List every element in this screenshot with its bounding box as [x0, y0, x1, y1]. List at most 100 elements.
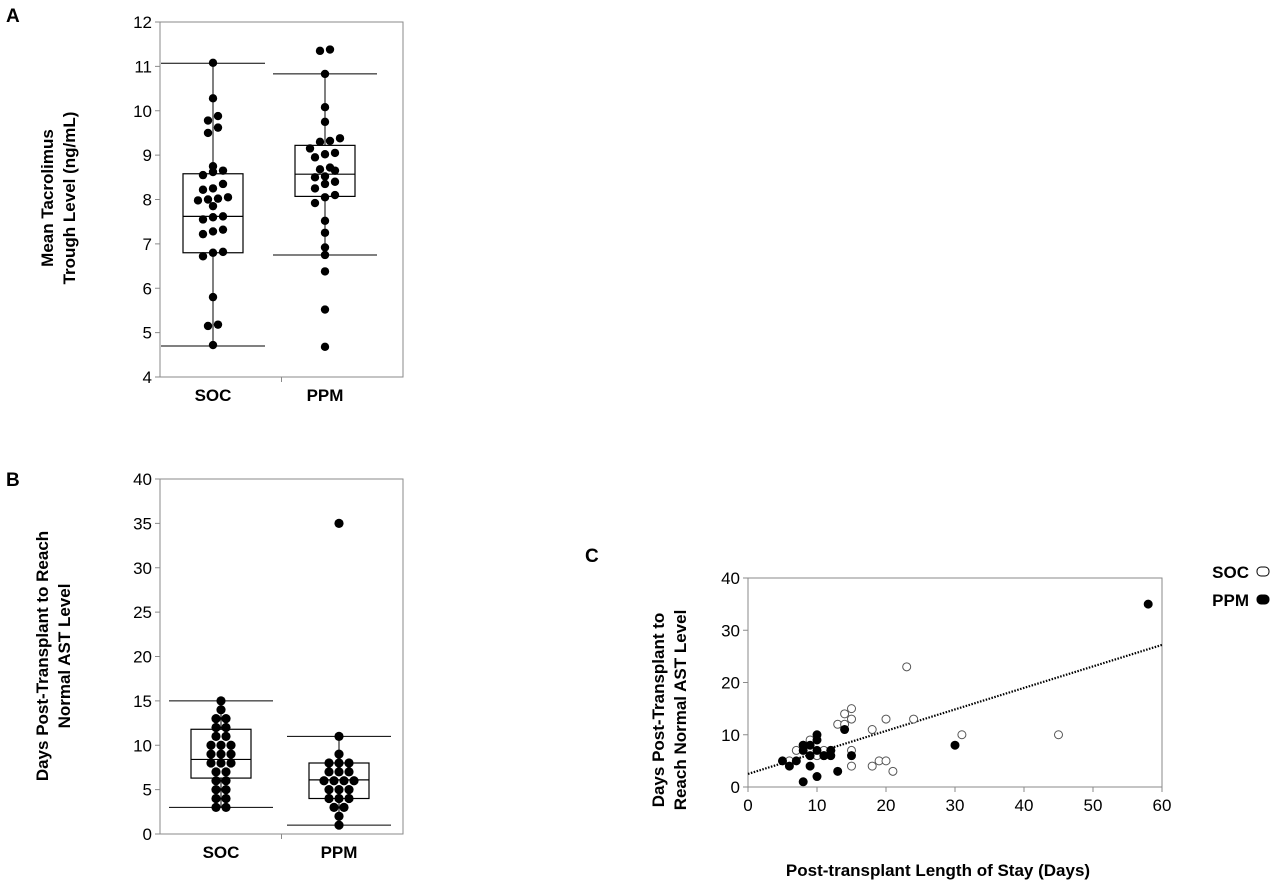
data-point	[310, 153, 320, 162]
soc-point	[847, 761, 856, 771]
panel-c-ylabel-line-2: Reach Normal AST Level	[671, 610, 690, 811]
data-point	[320, 267, 330, 276]
y-tick-label: 5	[143, 324, 152, 343]
data-point	[329, 802, 339, 812]
data-point	[208, 248, 218, 257]
data-point	[208, 227, 218, 236]
data-point	[320, 228, 330, 237]
data-point	[218, 212, 228, 221]
data-point	[320, 103, 330, 112]
data-point	[334, 811, 344, 821]
data-point	[330, 177, 340, 186]
data-point	[218, 166, 228, 175]
panel-b: B Days Post-Transplant to Reach Normal A…	[6, 470, 404, 862]
legend-label: SOC	[1212, 563, 1249, 582]
data-point	[213, 111, 223, 121]
panel-c-plot: 0 10 20 30 40 0 10 20 30 40 50 60	[721, 569, 1171, 815]
data-point	[335, 134, 345, 143]
panel-c-legend: SOC PPM	[1212, 563, 1270, 610]
soc-point	[881, 714, 891, 724]
data-point	[216, 696, 226, 706]
data-point	[221, 776, 231, 786]
ppm-point	[798, 745, 808, 755]
soc-point	[847, 704, 856, 714]
ppm-point	[798, 777, 808, 787]
y-tick-label: 4	[143, 368, 152, 387]
data-point	[203, 116, 213, 125]
y-tick-label: 0	[731, 778, 740, 797]
data-point	[330, 190, 340, 200]
data-point	[305, 144, 315, 153]
soc-point	[902, 662, 912, 672]
y-tick-label: 12	[133, 13, 152, 32]
x-category-label: PPM	[321, 843, 358, 862]
data-point	[226, 740, 236, 750]
data-point	[221, 767, 231, 777]
data-point	[320, 243, 330, 252]
y-tick-label: 40	[721, 569, 740, 588]
data-point	[334, 767, 344, 777]
data-point	[320, 172, 330, 181]
data-point	[208, 340, 218, 350]
data-point	[226, 758, 236, 768]
data-point	[221, 785, 231, 795]
y-tick-label: 7	[143, 235, 152, 254]
data-point	[213, 194, 223, 203]
data-point	[334, 758, 344, 768]
soc-point	[867, 725, 877, 735]
ppm-point	[826, 751, 836, 761]
ppm-point	[805, 740, 815, 750]
y-tick-label: 6	[143, 279, 152, 298]
data-point	[339, 802, 349, 812]
y-tick-label: 20	[133, 648, 152, 667]
ppm-point	[778, 756, 787, 766]
panel-b-plot: 0 5 10 15 20 25 30 35 40 SOC PPM	[133, 470, 391, 862]
panel-c-xlabel: Post-transplant Length of Stay (Days)	[786, 861, 1090, 880]
data-point	[329, 776, 339, 786]
panel-b-ylabel-line-2: Normal AST Level	[55, 584, 74, 729]
data-point	[344, 785, 354, 795]
panel-c-ylabel-line-1: Days Post-Transplant to	[649, 613, 668, 808]
y-tick-label: 8	[143, 191, 152, 210]
data-point	[315, 137, 325, 147]
panel-a-ylabel-line-1: Mean Tacrolimus	[38, 129, 57, 267]
data-point	[216, 740, 226, 750]
data-point	[208, 94, 218, 103]
data-point	[211, 802, 221, 812]
soc-point	[867, 761, 877, 771]
y-tick-label: 20	[721, 674, 740, 693]
data-point	[213, 320, 223, 329]
soc-point	[957, 730, 967, 740]
ppm-point	[791, 756, 801, 766]
data-point	[334, 785, 344, 795]
data-point	[211, 767, 221, 777]
data-point	[315, 165, 325, 174]
data-point	[203, 128, 213, 138]
data-point	[208, 292, 218, 302]
x-tick-label: 40	[1015, 796, 1034, 815]
data-point	[315, 46, 325, 56]
data-point	[334, 820, 344, 830]
data-point	[320, 193, 330, 202]
x-category-label: SOC	[203, 843, 240, 862]
y-tick-label: 9	[143, 146, 152, 165]
data-point	[216, 758, 226, 768]
data-point	[320, 150, 330, 159]
data-point	[208, 162, 218, 171]
data-point	[324, 767, 334, 777]
legend-marker	[1256, 594, 1270, 605]
y-tick-label: 0	[143, 825, 152, 844]
soc-point	[909, 714, 919, 724]
data-point	[216, 705, 226, 715]
ppm-point	[840, 725, 850, 735]
y-tick-label: 30	[133, 559, 152, 578]
panel-a-plot: 4 5 6 7 8 9 10 11 12 SOC PPM	[133, 13, 377, 405]
data-point	[208, 184, 218, 193]
x-category-label: SOC	[195, 386, 232, 405]
data-point	[208, 167, 218, 177]
data-point	[206, 758, 216, 768]
x-tick-label: 10	[808, 796, 827, 815]
y-tick-label: 10	[133, 102, 152, 121]
data-point	[208, 201, 218, 211]
